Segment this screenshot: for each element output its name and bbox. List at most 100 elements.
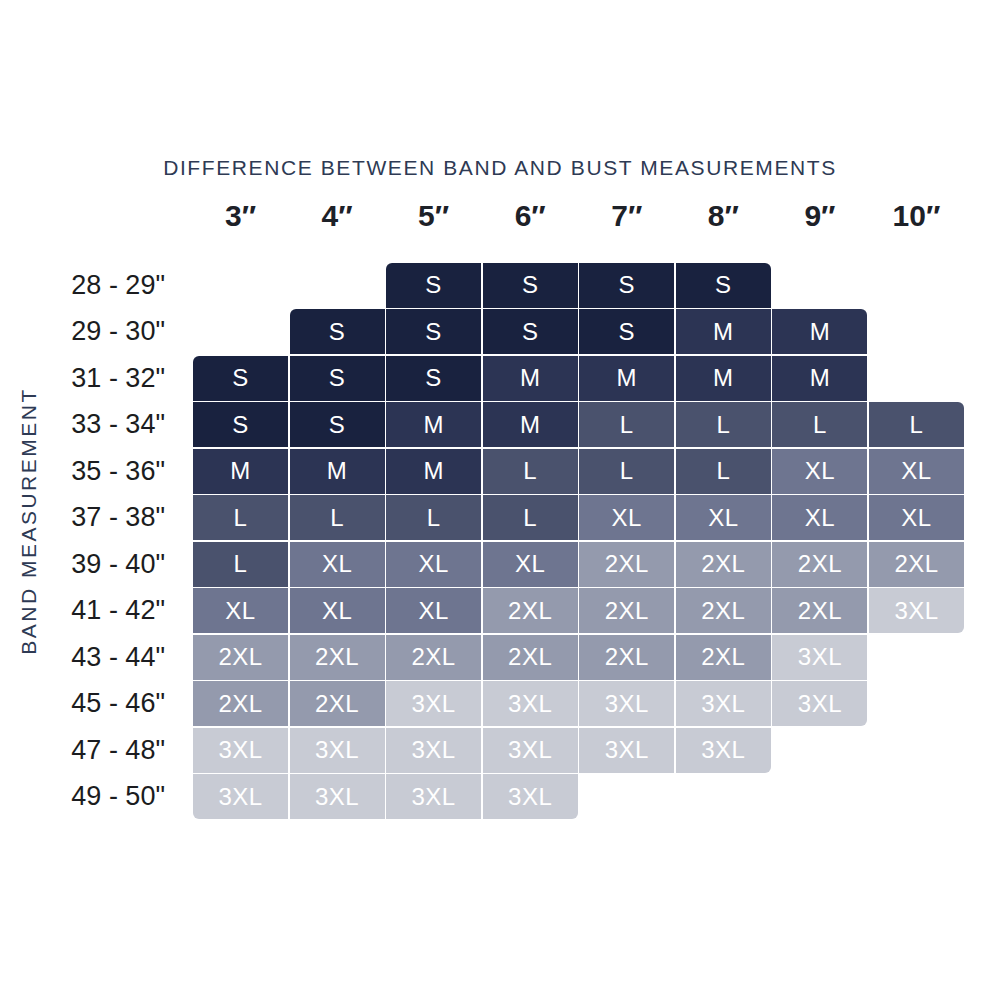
size-cell: 2XL xyxy=(772,542,867,587)
size-cell: L xyxy=(869,402,964,447)
size-cell: M xyxy=(483,402,578,447)
size-cell: M xyxy=(386,402,481,447)
size-cell: 2XL xyxy=(290,635,385,680)
size-cell: S xyxy=(386,263,481,308)
size-cell: 3XL xyxy=(772,635,867,680)
size-cell: 2XL xyxy=(676,635,771,680)
column-header: 3″ xyxy=(193,200,288,232)
row-label: 47 - 48" xyxy=(0,728,165,773)
size-cell: S xyxy=(290,356,385,401)
size-cell: 2XL xyxy=(579,588,674,633)
size-cell: XL xyxy=(386,588,481,633)
size-cell: 2XL xyxy=(869,542,964,587)
size-cell: M xyxy=(290,449,385,494)
size-cell: L xyxy=(193,495,288,540)
size-cell: XL xyxy=(386,542,481,587)
column-header: 9″ xyxy=(772,200,867,232)
size-cell: 2XL xyxy=(579,542,674,587)
size-cell: 2XL xyxy=(676,542,771,587)
size-cell: S xyxy=(579,309,674,354)
chart-title: DIFFERENCE BETWEEN BAND AND BUST MEASURE… xyxy=(0,156,1000,180)
row-label: 33 - 34" xyxy=(0,402,165,447)
size-cell: XL xyxy=(772,449,867,494)
size-cell: M xyxy=(483,356,578,401)
size-cell: XL xyxy=(676,495,771,540)
size-cell: 2XL xyxy=(772,588,867,633)
size-cell: XL xyxy=(772,495,867,540)
column-header: 10″ xyxy=(869,200,964,232)
row-label: 35 - 36" xyxy=(0,449,165,494)
size-cell: S xyxy=(290,402,385,447)
size-cell: L xyxy=(676,449,771,494)
size-cell: L xyxy=(483,495,578,540)
row-label: 49 - 50" xyxy=(0,774,165,819)
size-cell: 2XL xyxy=(483,588,578,633)
size-cell: XL xyxy=(290,542,385,587)
size-cell: L xyxy=(386,495,481,540)
size-cell: M xyxy=(676,309,771,354)
size-cell: 3XL xyxy=(386,728,481,773)
row-label: 41 - 42" xyxy=(0,588,165,633)
size-cell: 2XL xyxy=(193,635,288,680)
row-label: 45 - 46" xyxy=(0,681,165,726)
column-header: 5″ xyxy=(386,200,481,232)
size-cell: XL xyxy=(193,588,288,633)
size-cell: M xyxy=(676,356,771,401)
row-label: 39 - 40" xyxy=(0,542,165,587)
size-cell: 3XL xyxy=(386,681,481,726)
row-label: 37 - 38" xyxy=(0,495,165,540)
size-cell: XL xyxy=(579,495,674,540)
size-cell: S xyxy=(676,263,771,308)
size-cell: XL xyxy=(869,495,964,540)
column-header: 8″ xyxy=(676,200,771,232)
size-cell: 3XL xyxy=(386,774,481,819)
size-cell: L xyxy=(579,402,674,447)
size-cell: 3XL xyxy=(579,681,674,726)
row-label: 29 - 30" xyxy=(0,309,165,354)
size-cell: XL xyxy=(290,588,385,633)
row-label: 43 - 44" xyxy=(0,635,165,680)
size-cell: 3XL xyxy=(483,728,578,773)
size-cell: S xyxy=(386,309,481,354)
size-cell: 2XL xyxy=(193,681,288,726)
column-header: 6″ xyxy=(483,200,578,232)
size-cell: 3XL xyxy=(290,728,385,773)
size-cell: L xyxy=(290,495,385,540)
size-cell: 3XL xyxy=(193,728,288,773)
size-cell: M xyxy=(772,309,867,354)
size-cell: S xyxy=(483,263,578,308)
size-cell: 3XL xyxy=(869,588,964,633)
size-cell: L xyxy=(772,402,867,447)
size-cell: 2XL xyxy=(386,635,481,680)
row-label: 28 - 29" xyxy=(0,263,165,308)
size-cell: S xyxy=(193,356,288,401)
size-cell: M xyxy=(386,449,481,494)
size-cell: L xyxy=(193,542,288,587)
size-cell: 2XL xyxy=(579,635,674,680)
size-cell: S xyxy=(290,309,385,354)
size-cell: 3XL xyxy=(676,681,771,726)
size-cell: 2XL xyxy=(290,681,385,726)
size-cell: S xyxy=(193,402,288,447)
size-cell: XL xyxy=(869,449,964,494)
size-cell: 3XL xyxy=(193,774,288,819)
size-cell: L xyxy=(483,449,578,494)
size-cell: S xyxy=(579,263,674,308)
size-cell: 3XL xyxy=(483,774,578,819)
column-header: 7″ xyxy=(579,200,674,232)
size-cell: 2XL xyxy=(676,588,771,633)
size-cell: M xyxy=(579,356,674,401)
column-header: 4″ xyxy=(290,200,385,232)
size-cell: L xyxy=(676,402,771,447)
row-label: 31 - 32" xyxy=(0,356,165,401)
size-cell: 3XL xyxy=(772,681,867,726)
size-cell: 2XL xyxy=(483,635,578,680)
size-cell: 3XL xyxy=(290,774,385,819)
size-cell: 3XL xyxy=(483,681,578,726)
size-cell: 3XL xyxy=(676,728,771,773)
size-cell: 3XL xyxy=(579,728,674,773)
size-cell: S xyxy=(386,356,481,401)
size-cell: M xyxy=(772,356,867,401)
size-cell: L xyxy=(579,449,674,494)
size-cell: S xyxy=(483,309,578,354)
